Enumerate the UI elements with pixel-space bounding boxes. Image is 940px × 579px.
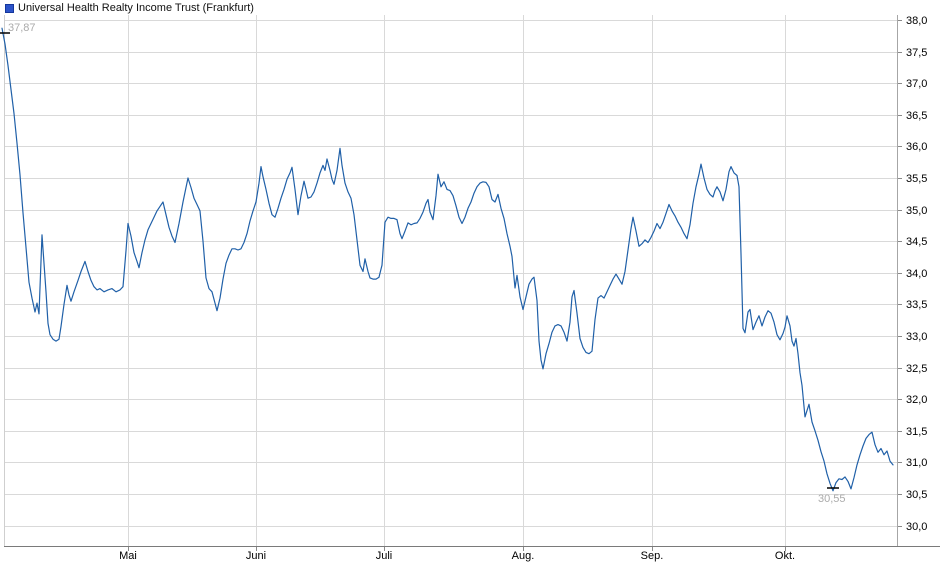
price-line — [1, 27, 894, 492]
y-axis-label: 35,5 — [906, 173, 927, 185]
y-axis-label: 33,5 — [906, 299, 927, 311]
y-axis-label: 36,0 — [906, 141, 927, 153]
x-axis-month-label: Sep. — [641, 550, 664, 562]
y-axis-label: 30,0 — [906, 521, 927, 533]
x-axis-month-label: Mai — [119, 550, 137, 562]
series-legend-square-icon — [5, 3, 14, 13]
y-axis-label: 31,5 — [906, 426, 927, 438]
max-value-label: 37,87 — [8, 22, 36, 34]
y-axis-label: 34,5 — [906, 236, 927, 248]
y-axis-label: 33,0 — [906, 331, 927, 343]
y-axis-label: 38,0 — [906, 15, 927, 27]
min-value-label: 30,55 — [818, 493, 846, 505]
y-axis-label: 31,0 — [906, 457, 927, 469]
x-axis-month-label: Juli — [376, 550, 393, 562]
chart-header: Universal Health Realty Income Trust (Fr… — [5, 1, 254, 15]
y-axis-label: 36,5 — [906, 110, 927, 122]
y-axis-label: 37,0 — [906, 78, 927, 90]
x-axis-month-label: Aug. — [512, 550, 535, 562]
y-axis-label: 32,0 — [906, 394, 927, 406]
x-axis-month-label: Okt. — [775, 550, 795, 562]
chart-title: Universal Health Realty Income Trust (Fr… — [18, 1, 254, 14]
y-axis-label: 35,0 — [906, 205, 927, 217]
y-axis-label: 34,0 — [906, 268, 927, 280]
y-axis-label: 30,5 — [906, 489, 927, 501]
y-axis-label: 37,5 — [906, 47, 927, 59]
y-axis-label: 32,5 — [906, 363, 927, 375]
x-axis-month-label: Juni — [246, 550, 266, 562]
